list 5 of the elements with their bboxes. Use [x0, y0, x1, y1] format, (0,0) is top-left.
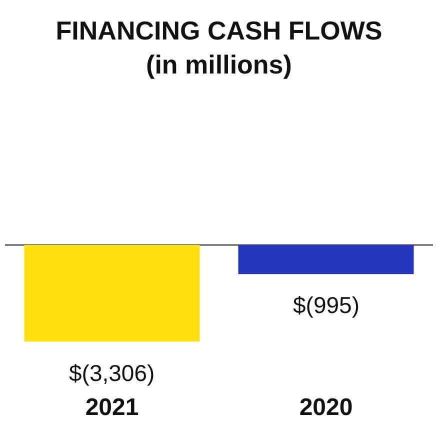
data-label: $(3,306): [69, 360, 155, 386]
data-label: $(995): [293, 292, 360, 318]
x-tick-label: 2021: [85, 394, 139, 421]
chart-title: FINANCING CASH FLOWS (in millions): [56, 16, 382, 80]
x-tick-label: 2020: [299, 394, 353, 421]
